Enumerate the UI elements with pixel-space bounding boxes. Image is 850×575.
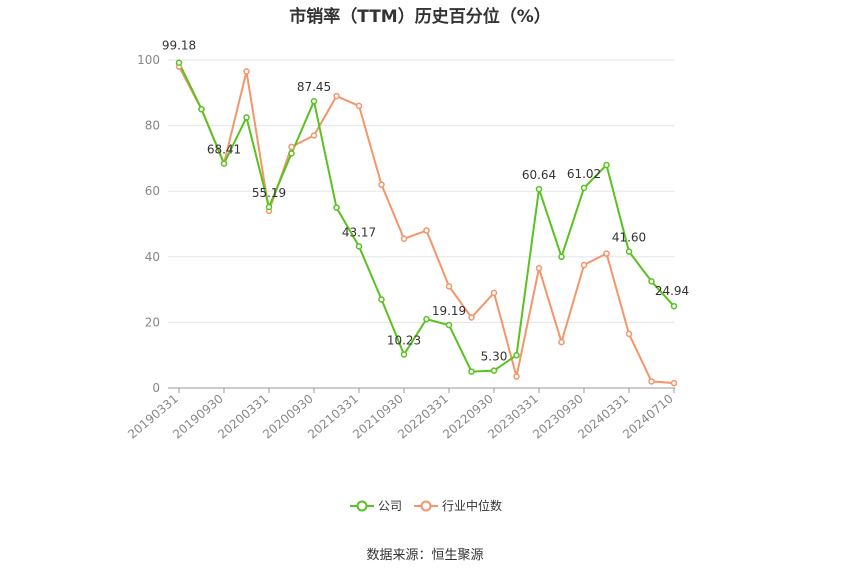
data-label: 43.17 xyxy=(342,225,376,239)
series-point xyxy=(243,114,250,121)
legend: 公司 行业中位数 xyxy=(350,498,502,513)
grid-lines xyxy=(168,59,675,389)
chart-title: 市销率（TTM）历史百分位（%） xyxy=(289,6,551,27)
series-point xyxy=(490,289,498,297)
legend-marker xyxy=(356,500,368,512)
data-label: 68.41 xyxy=(207,143,241,157)
series-point xyxy=(423,227,430,234)
series-point xyxy=(558,253,565,261)
series-point xyxy=(310,97,318,105)
series-point xyxy=(513,373,520,380)
series-point xyxy=(513,351,520,359)
y-axis: 0 20 40 60 80 100 xyxy=(137,53,160,395)
series-point xyxy=(333,92,340,100)
y-tick-label: 40 xyxy=(145,250,160,264)
source-note: 数据来源：恒生聚源 xyxy=(366,548,483,563)
data-label: 61.02 xyxy=(567,167,601,181)
series-point xyxy=(625,330,633,338)
series-point xyxy=(198,105,205,113)
series-point xyxy=(400,235,408,243)
series-line xyxy=(178,66,675,385)
series-point xyxy=(220,160,228,167)
y-tick-label: 60 xyxy=(145,184,160,198)
series-point xyxy=(265,203,273,211)
series-point xyxy=(310,132,318,139)
data-label: 19.19 xyxy=(432,304,466,318)
series-point xyxy=(603,161,610,169)
series-point xyxy=(378,181,385,188)
series-point xyxy=(445,283,453,290)
data-label: 60.64 xyxy=(522,168,556,182)
data-label: 87.45 xyxy=(297,80,331,94)
data-label: 99.18 xyxy=(162,39,196,53)
y-tick-label: 0 xyxy=(152,381,160,395)
series-point xyxy=(468,314,475,321)
series-layer xyxy=(175,59,678,387)
series-point xyxy=(625,248,633,255)
series-point xyxy=(670,302,678,310)
series-point xyxy=(648,378,655,385)
x-tick-label: 20240710 xyxy=(620,392,676,442)
series-point xyxy=(288,143,295,151)
series-point xyxy=(603,250,610,257)
series-point xyxy=(535,185,543,193)
x-axis: 2019033120190930202003312020093020210331… xyxy=(125,388,676,442)
legend-item[interactable]: 行业中位数 xyxy=(414,498,502,513)
data-label: 5.30 xyxy=(481,350,508,364)
series-point xyxy=(288,150,295,157)
legend-label: 公司 xyxy=(378,499,402,513)
series-point xyxy=(670,379,678,387)
series-point xyxy=(355,102,363,110)
series-point xyxy=(423,315,430,323)
series-point xyxy=(558,338,565,346)
series-point xyxy=(355,243,363,250)
series-point xyxy=(378,296,385,303)
series-point xyxy=(468,368,475,375)
series-point xyxy=(243,68,250,75)
series-point xyxy=(535,265,543,272)
series-point xyxy=(333,204,340,211)
y-tick-label: 100 xyxy=(137,53,160,67)
series-point xyxy=(580,184,588,192)
data-label: 55.19 xyxy=(252,186,286,200)
series-point xyxy=(175,59,183,66)
series-point xyxy=(490,367,498,374)
series-point xyxy=(580,261,588,269)
data-label: 10.23 xyxy=(387,333,421,347)
y-tick-label: 20 xyxy=(145,315,160,329)
y-tick-label: 80 xyxy=(145,119,160,133)
data-labels: 99.18 68.41 55.19 87.45 43.17 10.23 19.19 5.30 6… xyxy=(162,39,689,364)
legend-label: 行业中位数 xyxy=(442,498,502,513)
series-point xyxy=(400,351,408,358)
series-point xyxy=(445,321,453,329)
data-label: 41.60 xyxy=(612,231,646,245)
data-label: 24.94 xyxy=(655,284,689,298)
legend-marker xyxy=(420,500,432,512)
legend-item[interactable]: 公司 xyxy=(350,499,402,513)
series-point xyxy=(648,278,655,285)
